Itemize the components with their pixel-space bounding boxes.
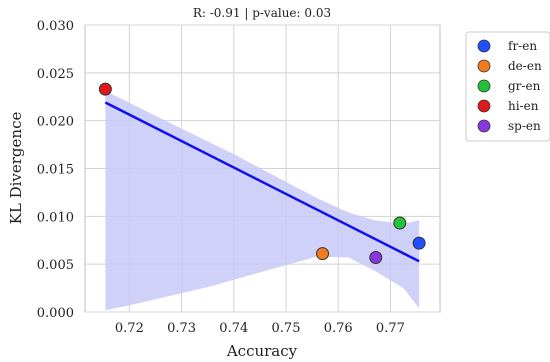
point-de-en [316,247,330,261]
y-axis-ticks: 0.000 0.005 0.010 0.015 0.020 0.025 0.030 [37,19,74,321]
legend-label-gr-en: gr-en [508,79,541,93]
legend-label-de-en: de-en [508,59,542,73]
legend-label-fr-en: fr-en [508,39,537,53]
y-tick-label: 0.005 [37,258,74,273]
x-tick-label: 0.72 [115,321,144,336]
y-axis-label: KL Divergence [7,112,25,225]
legend-marker-de-en [477,59,491,73]
legend-marker-gr-en [477,79,491,93]
x-tick-label: 0.74 [219,321,248,336]
legend-label-sp-en: sp-en [508,119,541,133]
confidence-band [105,91,420,311]
y-tick-label: 0.015 [37,163,74,178]
point-gr-en [393,216,407,230]
legend-items: fr-en de-en gr-en hi-en sp-en [477,39,542,133]
y-tick-label: 0.030 [37,19,74,34]
y-tick-label: 0.025 [37,67,74,82]
legend: fr-en de-en gr-en hi-en sp-en [465,31,550,142]
point-sp-en [369,250,383,264]
data-points [98,82,426,264]
point-fr-en [412,236,426,250]
x-tick-label: 0.77 [376,321,405,336]
chart-title: R: -0.91 | p-value: 0.03 [193,6,331,20]
regression-line [104,101,420,263]
legend-marker-sp-en [477,119,491,133]
y-tick-label: 0.000 [37,306,74,321]
x-axis-ticks: 0.72 0.73 0.74 0.75 0.76 0.77 [115,321,405,336]
y-tick-label: 0.020 [37,115,74,130]
y-tick-label: 0.010 [37,210,74,225]
legend-box [465,31,550,142]
x-tick-label: 0.75 [272,321,301,336]
x-axis-label: Accuracy [226,342,298,360]
point-hi-en [98,82,112,96]
legend-label-hi-en: hi-en [508,99,539,113]
legend-marker-hi-en [477,99,491,113]
legend-marker-fr-en [477,39,491,53]
x-tick-label: 0.73 [167,321,196,336]
x-tick-label: 0.76 [324,321,353,336]
